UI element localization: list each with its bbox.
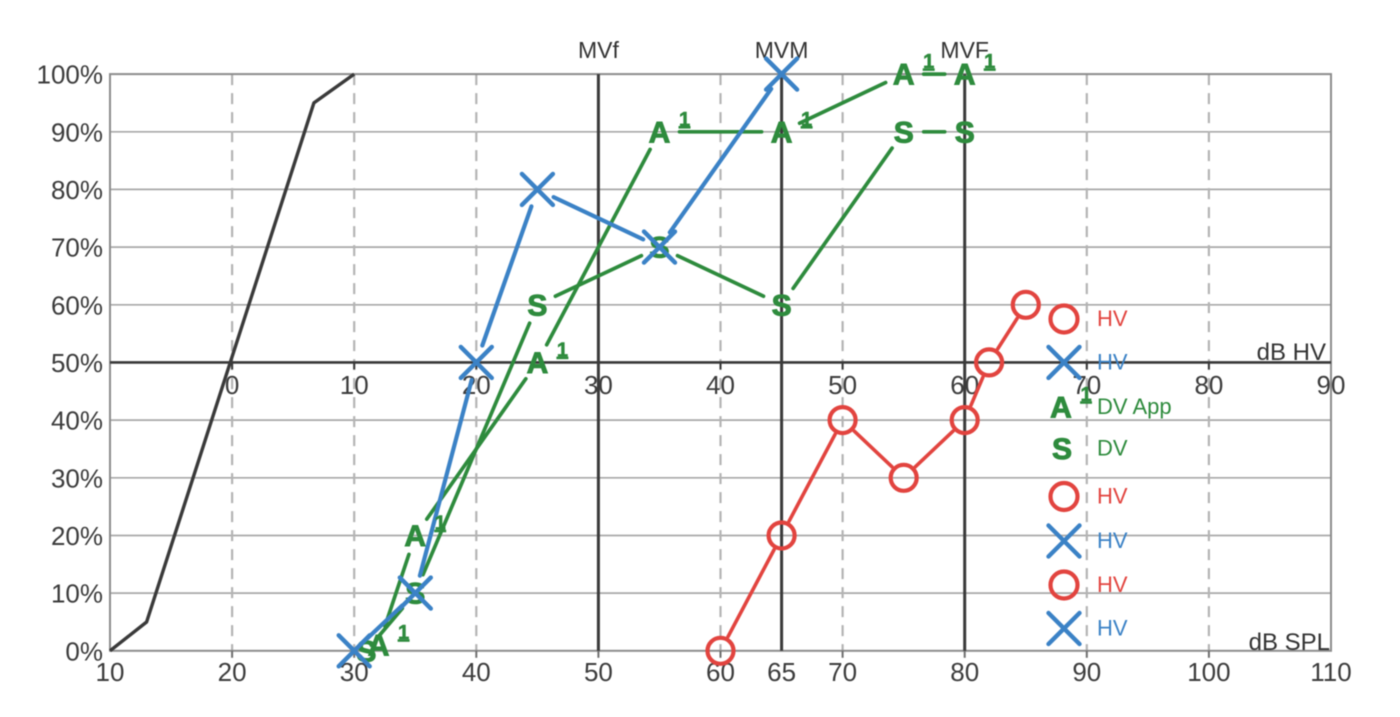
svg-text:HV: HV xyxy=(1097,349,1128,374)
svg-text:20%: 20% xyxy=(51,521,103,551)
svg-text:1: 1 xyxy=(923,51,934,73)
svg-text:90: 90 xyxy=(1072,657,1101,687)
svg-text:A: A xyxy=(649,116,671,149)
svg-text:100: 100 xyxy=(1187,657,1230,687)
svg-text:HV: HV xyxy=(1097,484,1128,509)
svg-text:0: 0 xyxy=(225,370,239,400)
svg-text:A: A xyxy=(1050,392,1072,425)
svg-text:30: 30 xyxy=(584,370,613,400)
svg-text:10%: 10% xyxy=(51,579,103,609)
svg-text:1: 1 xyxy=(435,513,446,535)
svg-text:A: A xyxy=(771,116,793,149)
svg-text:HV: HV xyxy=(1097,616,1128,641)
svg-text:10: 10 xyxy=(340,370,369,400)
svg-text:40: 40 xyxy=(462,657,491,687)
svg-text:1: 1 xyxy=(801,109,812,131)
svg-text:A: A xyxy=(404,520,426,553)
svg-text:1: 1 xyxy=(679,109,690,131)
svg-text:HV: HV xyxy=(1097,306,1128,331)
svg-text:40%: 40% xyxy=(51,406,103,436)
svg-text:S: S xyxy=(955,116,975,149)
svg-text:1: 1 xyxy=(557,339,568,361)
svg-text:80: 80 xyxy=(1194,370,1223,400)
svg-text:dB HV: dB HV xyxy=(1257,339,1326,366)
svg-text:S: S xyxy=(772,289,792,322)
svg-text:10: 10 xyxy=(96,657,125,687)
svg-text:100%: 100% xyxy=(37,60,104,90)
svg-text:DV: DV xyxy=(1097,436,1128,461)
svg-text:90%: 90% xyxy=(51,117,103,147)
svg-text:80%: 80% xyxy=(51,175,103,205)
svg-text:80: 80 xyxy=(950,657,979,687)
svg-text:50: 50 xyxy=(584,657,613,687)
svg-text:A: A xyxy=(893,59,915,92)
svg-text:MVf: MVf xyxy=(578,37,620,63)
svg-text:20: 20 xyxy=(218,657,247,687)
svg-text:40: 40 xyxy=(706,370,735,400)
svg-text:MVF: MVF xyxy=(940,37,989,63)
svg-text:0%: 0% xyxy=(65,636,103,666)
svg-text:S: S xyxy=(1052,433,1072,466)
svg-text:65: 65 xyxy=(767,657,796,687)
svg-text:1: 1 xyxy=(1080,384,1091,406)
svg-text:A: A xyxy=(954,59,976,92)
svg-text:1: 1 xyxy=(398,622,409,644)
svg-text:HV: HV xyxy=(1097,572,1128,597)
svg-text:MVM: MVM xyxy=(755,37,809,63)
svg-text:70: 70 xyxy=(828,657,857,687)
svg-text:A: A xyxy=(527,347,549,380)
svg-text:50%: 50% xyxy=(51,348,103,378)
svg-text:60%: 60% xyxy=(51,290,103,320)
svg-text:A: A xyxy=(368,630,390,663)
svg-text:HV: HV xyxy=(1097,528,1128,553)
svg-text:1: 1 xyxy=(984,51,995,73)
svg-text:30%: 30% xyxy=(51,463,103,493)
svg-text:dB SPL: dB SPL xyxy=(1249,629,1330,656)
svg-text:90: 90 xyxy=(1317,370,1346,400)
svg-text:S: S xyxy=(894,116,914,149)
svg-text:S: S xyxy=(527,289,547,322)
svg-text:70%: 70% xyxy=(51,233,103,263)
svg-text:DV App: DV App xyxy=(1097,394,1172,419)
svg-text:110: 110 xyxy=(1310,657,1351,687)
svg-text:50: 50 xyxy=(828,370,857,400)
